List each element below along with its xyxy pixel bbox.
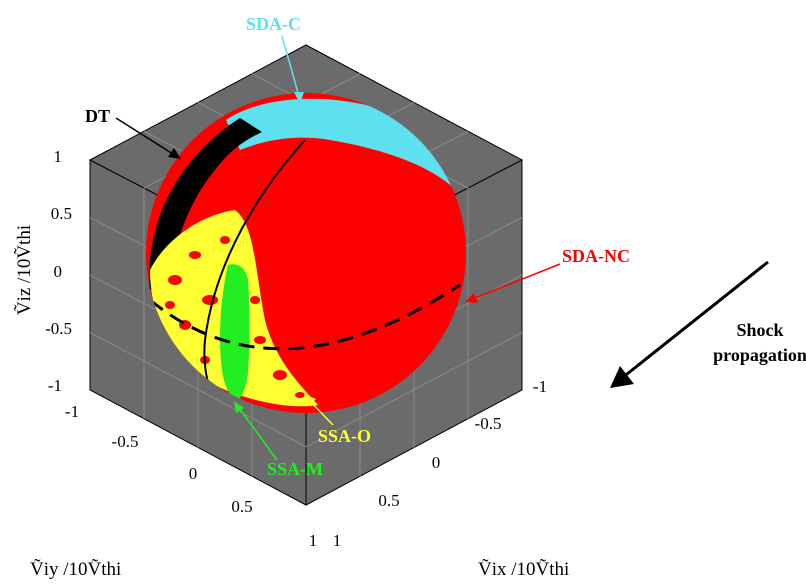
z-tick-labels: 1 0.5 0 -0.5 -1 (45, 147, 72, 395)
arrow-sda-nc (469, 263, 561, 301)
shock-propagation-annotation: Shock propagation (610, 260, 806, 388)
arrowhead-sda-nc (465, 293, 478, 303)
x-tick-label: -0.5 (475, 414, 502, 433)
x-tick-label: 1 (333, 531, 342, 550)
arrowhead-dt (168, 148, 181, 159)
y-tick-label: 1 (309, 531, 318, 550)
y-tick-label: -1 (65, 402, 79, 421)
x-tick-label: 0 (432, 453, 441, 472)
z-axis-label: Ṽiz /10Ṽthi (13, 225, 35, 315)
x-tick-labels: -1 -0.5 0 0.5 1 (333, 377, 547, 550)
x-tick-label: -1 (533, 377, 547, 396)
y-axis-label: Ṽiy /10Ṽthi (30, 558, 121, 580)
label-sda-c: SDA-C (246, 14, 301, 34)
shock-arrow-line (621, 260, 769, 380)
label-sda-nc: SDA-NC (562, 246, 630, 266)
z-tick-label: 0.5 (51, 204, 72, 223)
label-ssa-m: SSA-M (267, 459, 323, 479)
arrow-ssa-m (236, 404, 278, 461)
sphere (146, 93, 466, 413)
annotations: SDA-C DT SDA-NC SSA-O SSA-M (85, 14, 630, 479)
arrowhead-ssa-o (304, 394, 316, 406)
grid-line (305, 332, 523, 448)
x-axis-label: Ṽix /10Ṽthi (478, 558, 569, 580)
z-tick-label: -1 (48, 376, 62, 395)
y-tick-label: 0 (189, 464, 198, 483)
shock-label-line2: propagation (713, 345, 806, 365)
grid-line (89, 332, 307, 448)
y-tick-labels: -1 -0.5 0 0.5 1 (65, 402, 317, 550)
y-tick-label: -0.5 (112, 432, 139, 451)
y-tick-label: 0.5 (231, 497, 252, 516)
z-tick-label: 1 (54, 147, 63, 166)
equator-line (149, 283, 461, 351)
label-dt: DT (85, 106, 110, 126)
arrow-dt (115, 117, 177, 157)
z-tick-label: -0.5 (45, 319, 72, 338)
arrowhead-sda-c (294, 92, 304, 104)
z-tick-label: 0 (54, 262, 63, 281)
shock-label-line1: Shock (736, 320, 783, 340)
label-ssa-o: SSA-O (318, 426, 371, 446)
region-ssa-m (220, 264, 250, 402)
shock-arrowhead (610, 366, 634, 388)
arrow-sda-c (281, 35, 301, 101)
x-tick-label: 0.5 (378, 491, 399, 510)
meridian-line (203, 139, 306, 396)
arrowhead-ssa-m (234, 401, 244, 413)
